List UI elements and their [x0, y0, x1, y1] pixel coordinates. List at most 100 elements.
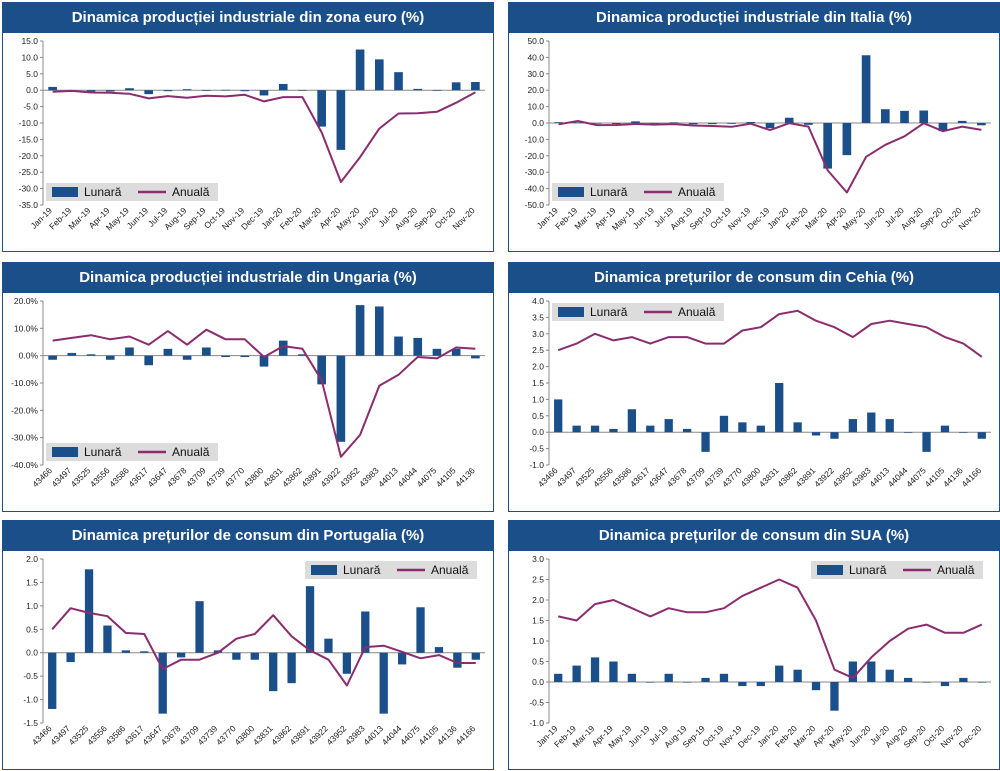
y-tick-label: 0.0: [26, 85, 38, 95]
chart-panel-usa: Dinamica prețurilor de consum din SUA (%…: [508, 520, 1000, 770]
x-tick-label: 43800: [738, 465, 762, 489]
x-tick-label: 43983: [343, 723, 367, 747]
chart-title: Dinamica producției industriale din Unga…: [3, 263, 493, 293]
x-tick-label: 43525: [573, 465, 597, 489]
x-tick-label: 43983: [849, 465, 873, 489]
bar: [269, 652, 278, 692]
x-tick-label: Jun-20: [355, 205, 381, 231]
bar: [682, 682, 692, 683]
bar: [664, 419, 673, 433]
legend-box: [305, 561, 477, 579]
legend-box: [811, 561, 983, 579]
y-tick-label: -1.0: [23, 695, 38, 705]
bar: [451, 348, 461, 356]
x-tick-label: 43678: [159, 723, 183, 747]
bar: [394, 336, 403, 356]
bar: [903, 677, 913, 682]
chart-title: Dinamica prețurilor de consum din Portug…: [3, 521, 493, 551]
x-tick-label: 43891: [794, 465, 818, 489]
bar: [305, 586, 315, 653]
bar: [784, 117, 794, 123]
bar: [451, 82, 461, 91]
y-tick-label: -1.0: [529, 460, 544, 470]
bar: [823, 123, 832, 169]
x-tick-label: 43556: [85, 723, 109, 747]
y-tick-label: 10.0%: [14, 323, 39, 333]
series-line: [557, 578, 983, 679]
chart-title: Dinamica producției industriale din Ital…: [509, 3, 999, 33]
bar: [940, 425, 950, 433]
x-tick-label: 43862: [280, 465, 304, 489]
bar: [416, 607, 425, 653]
bar: [590, 425, 600, 433]
legend-label: Lunară: [84, 445, 122, 459]
x-tick-label: 43891: [288, 723, 312, 747]
y-tick-label: 5.0: [26, 69, 38, 79]
bar: [756, 425, 765, 433]
y-tick-label: -10.0%: [11, 378, 38, 388]
y-tick-label: -30.0: [525, 167, 545, 177]
x-tick-label: Dec-19: [239, 205, 266, 232]
series-line: [52, 328, 476, 458]
y-tick-label: 30.0: [527, 69, 544, 79]
y-tick-label: 3.0: [532, 329, 544, 339]
bar: [959, 677, 968, 682]
bar: [701, 432, 710, 452]
bar: [342, 652, 352, 674]
x-tick-label: 43952: [325, 723, 349, 747]
y-tick-label: -1.5: [23, 718, 38, 728]
x-tick-label: 43556: [591, 465, 615, 489]
bar: [573, 122, 583, 124]
bar: [592, 123, 602, 124]
chart-usa: 3.02.52.01.51.00.50.0-0.5-1.0Jan-19Feb-1…: [529, 554, 991, 750]
x-tick-label: Mar-20: [297, 205, 323, 231]
y-tick-label: 1.0: [532, 394, 544, 404]
bar: [554, 673, 563, 682]
x-tick-label: 43831: [757, 465, 781, 489]
y-tick-label: 0.5: [26, 624, 38, 634]
bar: [298, 90, 307, 91]
bar: [48, 86, 57, 91]
x-tick-label: 44013: [867, 465, 891, 489]
legend-label: Anuală: [431, 563, 469, 577]
y-tick-label: -35.0: [19, 200, 39, 210]
x-tick-label: 43678: [665, 465, 689, 489]
y-tick-label: 10.0: [21, 52, 38, 62]
legend-label: Lunară: [849, 563, 887, 577]
x-tick-label: 43617: [628, 465, 652, 489]
x-tick-label: 44105: [923, 465, 947, 489]
y-tick-label: 20.0: [527, 85, 544, 95]
bar: [163, 348, 173, 356]
bar: [240, 355, 250, 358]
x-tick-label: Jun-19: [631, 205, 657, 231]
x-tick-label: 43709: [184, 465, 208, 489]
bar: [900, 110, 909, 123]
bar: [701, 677, 710, 682]
bar: [590, 657, 600, 682]
bar: [125, 88, 134, 91]
bar: [413, 337, 423, 356]
x-tick-label: 43831: [251, 723, 275, 747]
bar: [471, 355, 480, 359]
series-line: [557, 309, 983, 358]
bar: [105, 355, 115, 360]
bar: [727, 123, 736, 124]
y-tick-label: 2.0: [532, 362, 544, 372]
x-tick-label: 44075: [398, 723, 422, 747]
chart-panel-portugal: Dinamica prețurilor de consum din Portug…: [2, 520, 494, 770]
bar: [317, 90, 326, 127]
bar: [250, 652, 259, 660]
chart-panel-italy: Dinamica producției industriale din Ital…: [508, 2, 1000, 252]
x-tick-label: 44013: [376, 465, 400, 489]
x-tick-label: Mar-19: [66, 205, 92, 231]
x-tick-label: 43739: [196, 723, 220, 747]
x-tick-label: Nov-20: [956, 205, 983, 232]
legend-swatch-bar: [52, 447, 78, 457]
y-tick-label: 0.0: [532, 677, 544, 687]
x-tick-label: Sep-19: [181, 205, 208, 232]
x-tick-label: 43647: [146, 465, 170, 489]
bar: [336, 355, 346, 442]
bar: [240, 90, 250, 92]
x-tick-label: 44166: [959, 465, 983, 489]
bar: [842, 123, 852, 156]
